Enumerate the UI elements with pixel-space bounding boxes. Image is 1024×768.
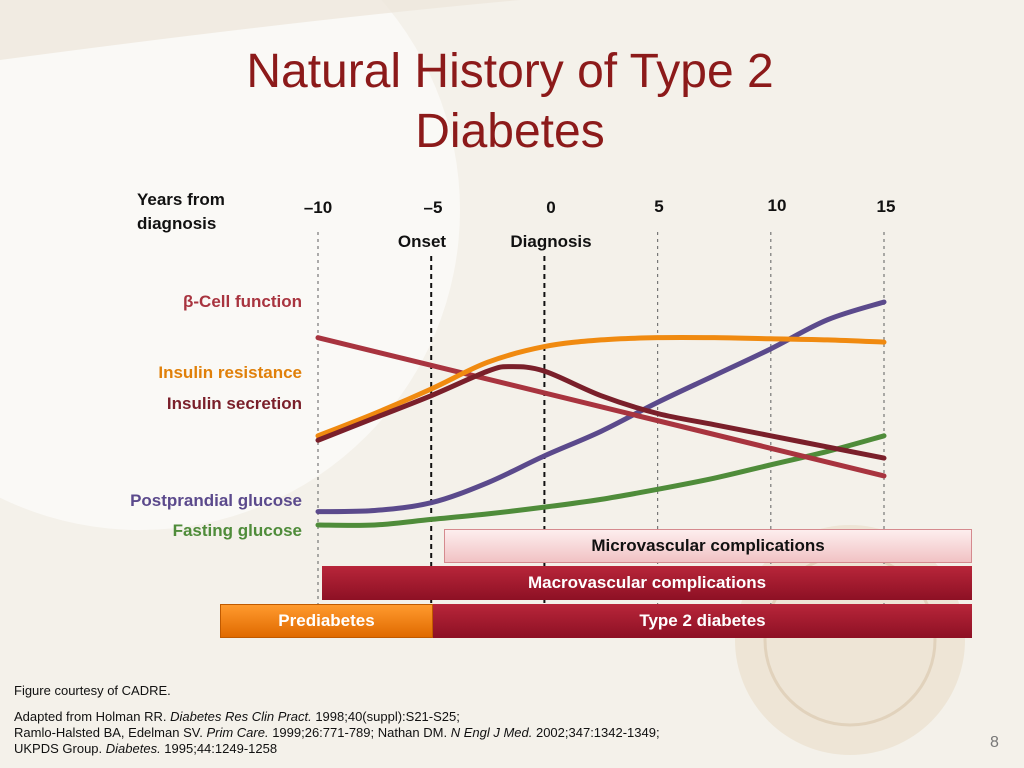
insulin-resistance-line: [315, 334, 887, 439]
reference-list: Adapted from Holman RR. Diabetes Res Cli…: [14, 709, 660, 757]
slide-title: Natural History of Type 2 Diabetes: [120, 42, 900, 162]
beta-cell-function-line: [315, 335, 887, 479]
insulin-secretion-line: [315, 364, 887, 461]
macrovascular-complications-bar: Macrovascular complications: [322, 566, 972, 600]
tick-label-0: 0: [546, 198, 556, 217]
x-axis-label-line-1: Years from: [137, 190, 225, 209]
prediabetes-label: Prediabetes: [278, 611, 375, 630]
macrovascular-label: Macrovascular complications: [527, 573, 767, 592]
onset-marker-label: Onset: [397, 232, 447, 251]
x-axis-label-line-2: diagnosis: [137, 214, 217, 233]
title-line-2: Diabetes: [415, 105, 605, 158]
tick-label-15: 15: [876, 197, 896, 216]
tick-label-10: 10: [767, 196, 787, 215]
page-number: 8: [990, 734, 999, 751]
tick-label-minus10: –10: [303, 198, 333, 217]
label-fasting-glucose: Fasting glucose: [172, 521, 302, 540]
prediabetes-bar: Prediabetes: [220, 604, 433, 638]
label-beta-cell-function: β-Cell function: [183, 292, 302, 311]
tick-label-minus5: –5: [423, 198, 443, 217]
microvascular-complications-bar: Microvascular complications: [444, 529, 972, 563]
label-insulin-resistance: Insulin resistance: [158, 363, 302, 382]
microvascular-label: Microvascular complications: [591, 536, 825, 555]
type2-label: Type 2 diabetes: [639, 611, 766, 630]
type2-diabetes-bar: Type 2 diabetes: [433, 604, 972, 638]
diagnosis-marker-label: Diagnosis: [510, 232, 592, 251]
reference-line-3: UKPDS Group. Diabetes. 1995;44:1249-1258: [14, 741, 278, 756]
label-insulin-secretion: Insulin secretion: [166, 394, 302, 413]
tick-label-5: 5: [654, 197, 664, 216]
label-postprandial-glucose: Postprandial glucose: [130, 491, 302, 510]
reference-line-2: Ramlo-Halsted BA, Edelman SV. Prim Care.…: [14, 725, 660, 740]
title-line-1: Natural History of Type 2: [246, 45, 774, 98]
figure-courtesy-note: Figure courtesy of CADRE.: [14, 683, 171, 698]
x-axis-label: Years from diagnosis: [137, 188, 225, 236]
reference-line-1: Adapted from Holman RR. Diabetes Res Cli…: [14, 709, 460, 724]
fasting-glucose-line: [315, 433, 887, 528]
